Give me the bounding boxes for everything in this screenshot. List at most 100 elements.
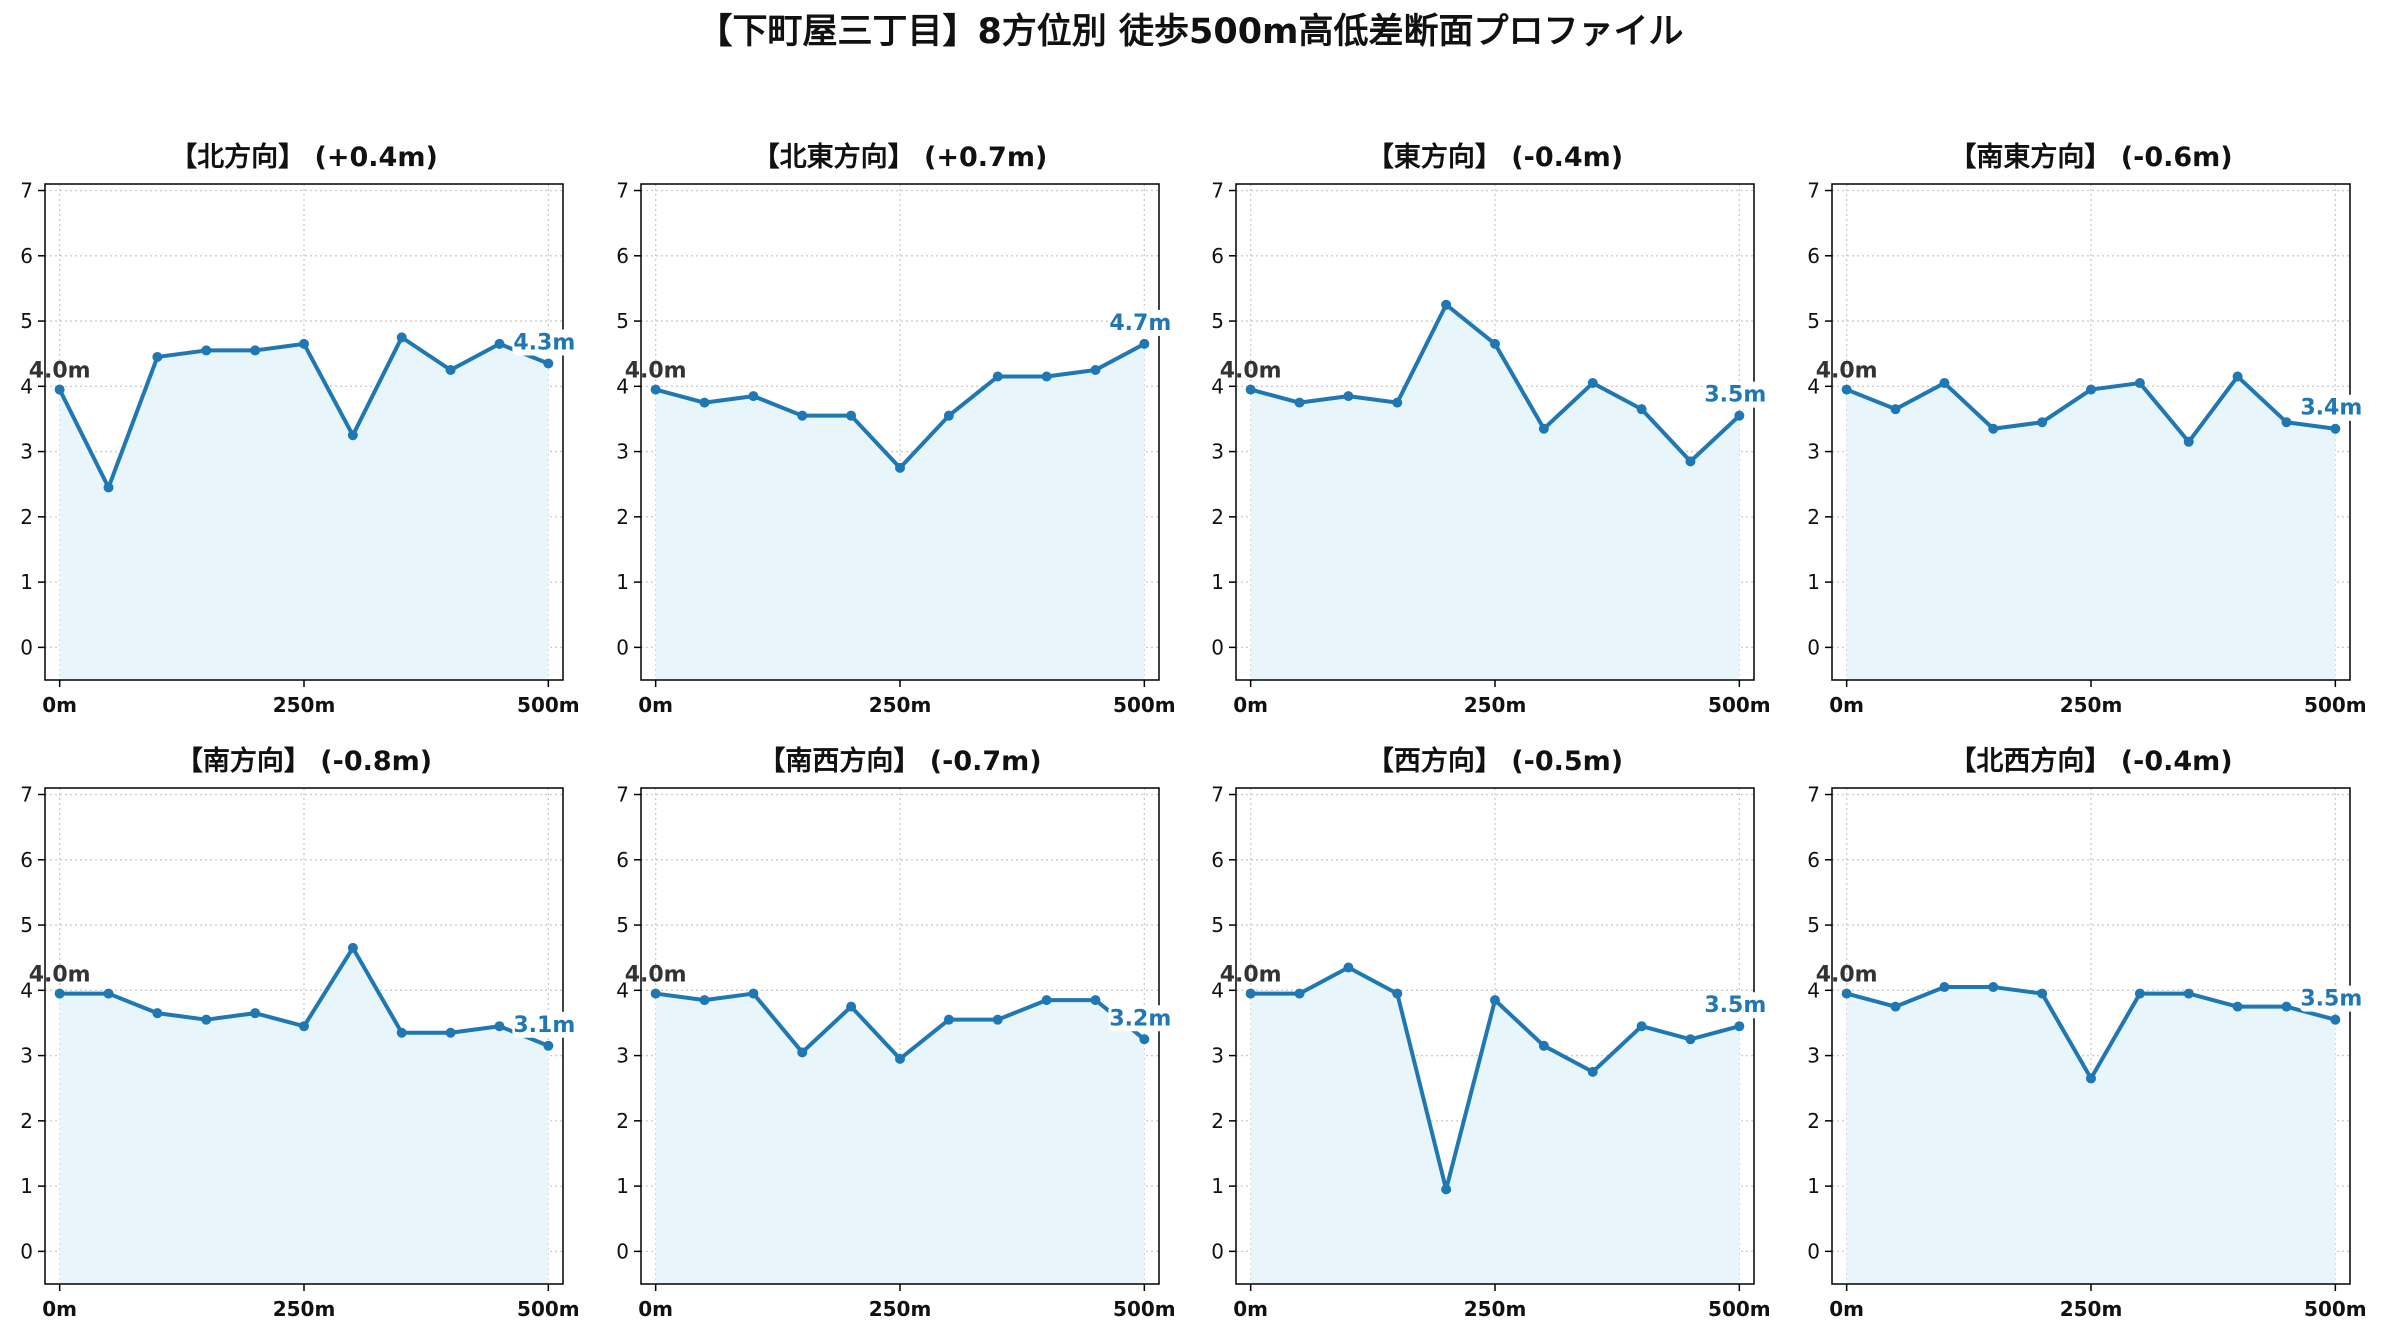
data-point bbox=[1636, 1021, 1647, 1032]
x-tick-label: 500m bbox=[1113, 693, 1176, 717]
y-tick-label: 1 bbox=[20, 1174, 33, 1198]
data-point bbox=[1538, 423, 1549, 434]
y-tick-label: 2 bbox=[20, 505, 33, 529]
data-point bbox=[1090, 995, 1101, 1006]
end-label-box bbox=[1108, 309, 1173, 336]
end-label-box bbox=[512, 329, 577, 356]
data-point bbox=[846, 410, 857, 421]
data-point bbox=[748, 391, 759, 402]
y-tick-label: 3 bbox=[1211, 1044, 1224, 1068]
y-tick-label: 7 bbox=[1211, 179, 1224, 203]
data-point bbox=[201, 1014, 212, 1025]
x-tick-label: 0m bbox=[638, 1297, 673, 1321]
data-point bbox=[396, 332, 407, 343]
data-point bbox=[1490, 338, 1500, 349]
subplot-svg: 【西方向】 (-0.5m) 0 1 2 3 4 5 6 7 0m 250m 500m 4.0m 3.5m bbox=[1211, 745, 1771, 1321]
y-tick-label: 5 bbox=[616, 309, 629, 333]
data-point bbox=[152, 1008, 163, 1019]
subplot-1: 【北方向】 (+0.4m) 0 1 2 3 4 5 6 7 0m 250m 500m 4.0m 4.3m bbox=[5, 114, 585, 734]
data-point bbox=[2281, 417, 2292, 428]
data-point bbox=[1890, 404, 1901, 415]
start-value-label: 4.0m bbox=[1220, 963, 1282, 988]
subplot-svg: 【北西方向】 (-0.4m) 0 1 2 3 4 5 6 7 0m 250m 500m 4.0m 3.5m bbox=[1807, 745, 2366, 1321]
data-point bbox=[797, 1047, 808, 1058]
data-point bbox=[347, 430, 358, 441]
subplot-svg: 【南東方向】 (-0.6m) 0 1 2 3 4 5 6 7 0m 250m 500m 4.0m 3.4m bbox=[1807, 141, 2366, 717]
end-label-box bbox=[1703, 992, 1768, 1019]
start-value-label: 4.0m bbox=[1816, 963, 1878, 988]
x-tick-label: 250m bbox=[1464, 1297, 1527, 1321]
x-tick-label: 0m bbox=[1233, 1297, 1268, 1321]
x-tick-label: 250m bbox=[869, 1297, 932, 1321]
y-tick-label: 0 bbox=[1807, 1239, 1820, 1263]
y-tick-label: 0 bbox=[20, 635, 33, 659]
data-point bbox=[943, 1014, 954, 1025]
x-tick-label: 250m bbox=[273, 1297, 336, 1321]
subplot-title: 【南西方向】 (-0.7m) bbox=[758, 745, 1041, 777]
data-point bbox=[1939, 378, 1950, 389]
x-tick-label: 0m bbox=[638, 693, 673, 717]
data-point bbox=[2330, 423, 2341, 434]
start-value-label: 4.0m bbox=[29, 359, 91, 384]
start-value-label: 4.0m bbox=[1220, 359, 1282, 384]
y-tick-label: 7 bbox=[1807, 783, 1820, 807]
data-point bbox=[152, 351, 163, 362]
y-tick-label: 2 bbox=[616, 1109, 629, 1133]
area-fill bbox=[1846, 376, 2336, 680]
end-value-label: 3.5m bbox=[1704, 383, 1766, 408]
y-tick-label: 7 bbox=[1807, 179, 1820, 203]
x-tick-label: 0m bbox=[1233, 693, 1268, 717]
data-point bbox=[2281, 1001, 2292, 1012]
y-tick-label: 6 bbox=[20, 848, 33, 872]
data-point bbox=[103, 988, 114, 999]
data-point bbox=[250, 1008, 261, 1019]
y-tick-label: 1 bbox=[1211, 570, 1224, 594]
data-point bbox=[992, 1014, 1003, 1025]
data-point bbox=[699, 995, 710, 1006]
data-point bbox=[396, 1027, 407, 1038]
y-tick-label: 2 bbox=[616, 505, 629, 529]
area-fill bbox=[59, 947, 549, 1284]
data-point bbox=[895, 462, 905, 473]
y-tick-label: 5 bbox=[1211, 309, 1224, 333]
data-point bbox=[299, 338, 309, 349]
data-point bbox=[2134, 378, 2145, 389]
data-point bbox=[1685, 1034, 1696, 1045]
y-tick-label: 4 bbox=[1807, 978, 1820, 1002]
y-tick-label: 7 bbox=[20, 179, 33, 203]
data-point bbox=[895, 1053, 905, 1064]
end-value-label: 3.5m bbox=[2300, 987, 2362, 1012]
data-point bbox=[2037, 988, 2048, 999]
y-tick-label: 1 bbox=[20, 570, 33, 594]
data-point bbox=[1139, 338, 1150, 349]
data-point bbox=[2134, 988, 2145, 999]
data-point bbox=[201, 345, 212, 356]
y-tick-label: 0 bbox=[1211, 635, 1224, 659]
end-label-box bbox=[512, 1011, 577, 1038]
data-point bbox=[1392, 988, 1403, 999]
data-point bbox=[1988, 982, 1999, 993]
data-point bbox=[103, 482, 114, 493]
data-point bbox=[543, 358, 554, 369]
y-tick-label: 3 bbox=[616, 440, 629, 464]
data-point bbox=[699, 397, 710, 408]
y-tick-label: 4 bbox=[1211, 978, 1224, 1002]
y-tick-label: 1 bbox=[616, 1174, 629, 1198]
x-tick-label: 500m bbox=[1708, 1297, 1771, 1321]
y-tick-label: 7 bbox=[616, 783, 629, 807]
end-value-label: 3.5m bbox=[1704, 993, 1766, 1018]
end-value-label: 3.4m bbox=[2300, 396, 2362, 421]
data-point bbox=[445, 365, 456, 375]
y-tick-label: 4 bbox=[1807, 374, 1820, 398]
subplot-svg: 【南西方向】 (-0.7m) 0 1 2 3 4 5 6 7 0m 250m 500m 4.0m 3.2m bbox=[616, 745, 1175, 1321]
data-point bbox=[1392, 397, 1403, 408]
subplot-title: 【北方向】 (+0.4m) bbox=[170, 141, 438, 173]
data-point bbox=[1587, 378, 1598, 389]
subplot-8: 【北西方向】 (-0.4m) 0 1 2 3 4 5 6 7 0m 250m 500m 4.0m 3.5m bbox=[1792, 718, 2372, 1338]
subplot-title: 【南方向】 (-0.8m) bbox=[176, 745, 432, 777]
end-value-label: 4.3m bbox=[513, 330, 575, 355]
subplot-svg: 【北東方向】 (+0.7m) 0 1 2 3 4 5 6 7 0m 250m 500m 4.0m 4.7m bbox=[616, 141, 1176, 717]
x-tick-label: 250m bbox=[1464, 693, 1527, 717]
subplot-svg: 【北方向】 (+0.4m) 0 1 2 3 4 5 6 7 0m 250m 500m 4.0m 4.3m bbox=[20, 141, 579, 717]
subplot-title: 【北東方向】 (+0.7m) bbox=[753, 141, 1048, 173]
